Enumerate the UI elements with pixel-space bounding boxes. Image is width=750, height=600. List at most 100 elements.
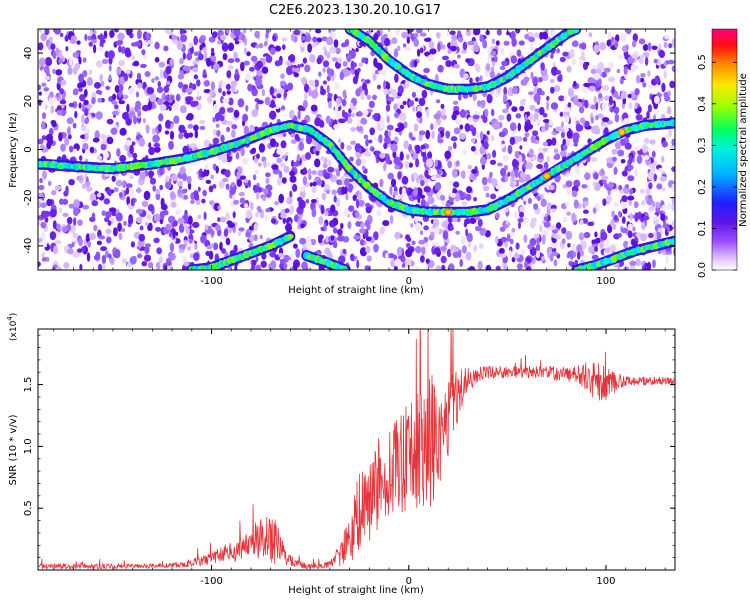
- noise-blob: [566, 211, 572, 216]
- noise-blob: [40, 144, 45, 151]
- noise-blob: [480, 100, 486, 106]
- noise-blob: [156, 98, 164, 106]
- noise-blob: [117, 32, 125, 41]
- noise-blob: [201, 198, 206, 204]
- noise-blob: [309, 182, 313, 187]
- noise-blob: [94, 130, 100, 140]
- noise-blob: [91, 212, 96, 220]
- noise-blob: [452, 168, 458, 178]
- noise-blob: [96, 155, 103, 161]
- noise-blob: [320, 155, 325, 161]
- noise-blob: [647, 70, 651, 77]
- noise-blob: [380, 115, 385, 126]
- noise-blob: [65, 46, 69, 52]
- noise-blob: [68, 134, 72, 140]
- noise-blob: [500, 167, 507, 177]
- colorbar-tick-label: 0.5: [697, 54, 708, 70]
- noise-blob: [263, 41, 268, 47]
- noise-blob: [597, 113, 604, 119]
- noise-blob: [323, 222, 327, 232]
- noise-blob: [343, 207, 350, 217]
- noise-blob: [96, 240, 102, 246]
- noise-blob: [93, 82, 102, 89]
- noise-blob: [251, 87, 258, 97]
- noise-blob: [583, 200, 589, 207]
- noise-blob: [299, 189, 306, 199]
- noise-blob: [78, 73, 84, 83]
- noise-blob: [149, 93, 157, 103]
- noise-blob: [251, 147, 257, 153]
- noise-blob: [227, 222, 235, 228]
- noise-blob: [156, 86, 164, 94]
- noise-blob: [330, 235, 335, 241]
- noise-blob: [540, 198, 547, 207]
- noise-blob: [360, 78, 366, 83]
- noise-blob: [655, 201, 661, 209]
- noise-blob: [227, 42, 235, 52]
- noise-blob: [138, 233, 146, 242]
- noise-blob: [620, 227, 628, 234]
- noise-blob: [54, 240, 62, 245]
- noise-blob: [420, 144, 426, 150]
- noise-blob: [199, 125, 206, 130]
- noise-blob: [423, 225, 429, 231]
- noise-blob: [164, 265, 168, 270]
- noise-blob: [172, 229, 176, 239]
- noise-blob: [535, 250, 541, 259]
- noise-blob: [38, 84, 42, 91]
- noise-blob: [550, 86, 555, 94]
- noise-blob: [372, 72, 377, 81]
- noise-blob: [116, 148, 121, 157]
- noise-blob: [242, 113, 249, 122]
- noise-blob: [302, 167, 307, 175]
- noise-blob: [95, 60, 103, 68]
- noise-blob: [255, 191, 260, 200]
- noise-blob: [395, 101, 403, 106]
- noise-blob: [579, 249, 585, 257]
- noise-blob: [635, 64, 640, 70]
- noise-blob: [433, 113, 441, 120]
- noise-blob: [97, 97, 102, 103]
- noise-blob: [613, 201, 619, 208]
- noise-blob: [473, 245, 478, 252]
- noise-blob: [360, 118, 368, 125]
- noise-blob: [209, 200, 215, 206]
- noise-blob: [323, 49, 328, 57]
- noise-blob: [617, 54, 624, 60]
- noise-blob: [566, 130, 573, 139]
- noise-blob: [85, 233, 91, 243]
- noise-blob: [427, 196, 435, 205]
- noise-blob: [190, 199, 195, 204]
- noise-blob: [540, 62, 545, 71]
- noise-blob: [249, 66, 255, 72]
- track-peak: [444, 208, 452, 216]
- noise-blob: [68, 179, 75, 186]
- noise-blob: [210, 174, 214, 180]
- noise-blob: [126, 29, 133, 36]
- noise-blob: [660, 213, 666, 221]
- noise-blob: [601, 71, 607, 78]
- noise-blob: [356, 125, 363, 132]
- noise-blob: [440, 194, 446, 201]
- noise-blob: [93, 254, 101, 261]
- noise-blob: [600, 120, 605, 127]
- noise-blob: [500, 47, 505, 56]
- noise-blob: [648, 83, 653, 89]
- noise-blob: [498, 131, 506, 138]
- noise-blob: [251, 109, 259, 118]
- noise-blob: [155, 192, 161, 201]
- noise-blob: [282, 44, 286, 50]
- noise-blob: [238, 191, 245, 197]
- noise-blob: [441, 220, 450, 229]
- noise-blob: [520, 171, 526, 179]
- noise-blob: [86, 252, 91, 262]
- noise-blob: [101, 58, 109, 65]
- noise-blob: [222, 90, 226, 97]
- noise-blob: [44, 217, 49, 223]
- noise-blob: [373, 33, 379, 41]
- noise-blob: [434, 182, 442, 191]
- noise-blob: [590, 68, 597, 75]
- noise-blob: [472, 92, 477, 102]
- noise-blob: [178, 81, 184, 89]
